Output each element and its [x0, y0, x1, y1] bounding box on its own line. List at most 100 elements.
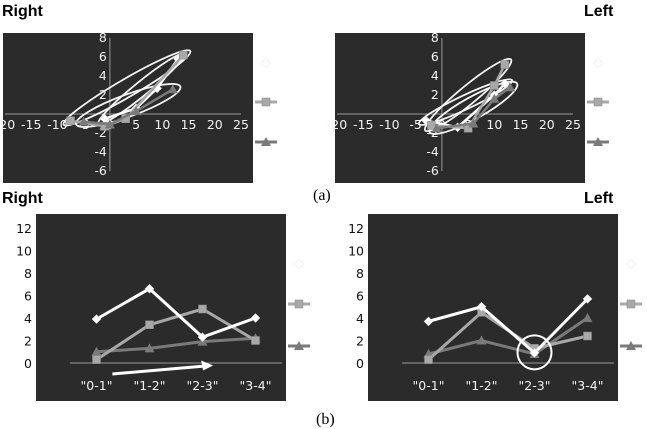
- x-tick-label: "3-4": [572, 378, 604, 393]
- line-panel-right: 0 2 4 6 8 10 12 "0-1" "1-2" "2-3" "3-4" R-Cd R-Da R-D…: [16, 214, 343, 401]
- y-tick-label: 0: [24, 356, 32, 371]
- data-point: [489, 93, 500, 103]
- x-tick-label: 15: [513, 117, 529, 132]
- legend-label-3: R-Dp: [312, 340, 343, 355]
- highlight-circle: [516, 334, 553, 371]
- y-tick-label: 12: [16, 221, 32, 236]
- fit-ellipse-3: [75, 83, 182, 128]
- y-tick-label: 8: [431, 30, 439, 45]
- y-tick-label: 6: [431, 49, 439, 64]
- x-tick-label: 25: [233, 117, 249, 132]
- fit-ellipse-2: [62, 49, 192, 127]
- side-title-bottom-right: Right: [2, 190, 44, 207]
- y-tick-label: -6: [94, 163, 107, 178]
- x-tick-label: 10: [486, 117, 502, 132]
- x-tick-label: -20: [327, 117, 347, 132]
- series-line-3: [428, 316, 589, 356]
- data-point: [431, 123, 442, 133]
- x-tick-label: 5: [132, 117, 140, 132]
- legend-marker-1: [593, 58, 603, 68]
- data-point: [583, 331, 592, 341]
- side-titles: Right Left Right Left: [2, 3, 614, 207]
- side-title-top-right: Right: [2, 3, 44, 20]
- y-tick-label: 0: [356, 356, 364, 371]
- legend-marker-2: [294, 299, 304, 309]
- series-line-3: [83, 88, 174, 126]
- data-point: [423, 316, 434, 327]
- data-point: [104, 119, 115, 129]
- legend-marker-3: [593, 137, 603, 146]
- series-line-1: [425, 82, 506, 129]
- y-tick-label: 4: [99, 68, 107, 83]
- x-tick-label: 10: [154, 117, 170, 132]
- x-tick-label: -20: [0, 117, 15, 132]
- data-point: [582, 294, 593, 304]
- legend-marker-3: [294, 341, 304, 350]
- data-point: [505, 82, 516, 92]
- legend-label-2: R-Da: [279, 96, 310, 111]
- fit-ellipse-1: [417, 78, 514, 126]
- fit-ellipse-2: [423, 57, 513, 133]
- x-tick-label: -15: [21, 117, 41, 132]
- side-title-bottom-left: Left: [584, 190, 614, 207]
- data-point: [250, 313, 261, 323]
- x-tick-label: -15: [353, 117, 373, 132]
- y-tick-label: 2: [356, 334, 364, 349]
- legend-marker-2: [261, 97, 271, 107]
- data-point: [427, 121, 436, 130]
- data-point: [251, 336, 260, 345]
- x-tick-label: -10: [47, 117, 67, 132]
- data-point: [490, 81, 499, 90]
- x-tick-label: 20: [539, 117, 555, 132]
- data-point: [91, 346, 102, 356]
- y-tick-label: -4: [94, 144, 107, 159]
- scatter-panel-right: -20-15-10-505101520258642-2-4-6R-CdR-DaR…: [0, 30, 310, 183]
- y-tick-label: -4: [426, 144, 439, 159]
- legend-label-3: L-Dp: [644, 340, 647, 355]
- x-tick-label: 25: [565, 117, 581, 132]
- y-tick-label: 2: [99, 87, 107, 102]
- legend-label-1: L-Cd: [611, 57, 641, 72]
- legend-marker-2: [626, 299, 636, 309]
- data-point: [529, 348, 540, 358]
- plot-background: [36, 214, 286, 401]
- data-point: [144, 343, 155, 353]
- series-line-1: [95, 286, 257, 339]
- y-tick-label: 4: [356, 311, 364, 326]
- data-point: [144, 283, 155, 294]
- data-point: [500, 60, 510, 69]
- x-tick-label: "2-3": [187, 378, 219, 393]
- y-tick-label: 4: [24, 311, 32, 326]
- scatter-panel-left: -20-15-10-505101520258642-2-4-6L-CdL-DaL…: [327, 30, 641, 183]
- legend-label-1: L-Cd: [644, 258, 647, 273]
- trend-arrow-shaft: [112, 364, 206, 376]
- y-tick-label: 10: [16, 244, 32, 259]
- legend-label-3: L-Dp: [611, 136, 641, 151]
- data-point: [197, 332, 208, 342]
- legend-label-2: R-Da: [312, 298, 343, 313]
- y-tick-label: 8: [99, 30, 107, 45]
- legend-marker-3: [261, 137, 271, 146]
- series-line-3: [96, 336, 256, 354]
- y-tick-label: 2: [431, 87, 439, 102]
- trend-arrow-head: [201, 360, 214, 371]
- caption-a: (a): [313, 187, 331, 204]
- data-point: [145, 320, 154, 329]
- y-tick-label: 6: [24, 289, 32, 304]
- legend-label-3: R-Dp: [279, 136, 310, 151]
- data-point: [468, 118, 479, 128]
- y-tick-label: 2: [24, 334, 32, 349]
- side-title-top-left: Left: [584, 3, 614, 20]
- series-line-3: [436, 86, 511, 130]
- data-point: [424, 355, 433, 364]
- legend-label-1: R-Cd: [279, 57, 309, 72]
- data-point: [179, 50, 188, 60]
- y-tick-label: 6: [99, 49, 107, 64]
- y-tick-label: -6: [426, 163, 439, 178]
- caption-b: (b): [316, 411, 335, 428]
- legend-marker-2: [593, 97, 603, 107]
- legend-marker-1: [261, 58, 271, 68]
- legend-label-2: L-Da: [611, 96, 641, 111]
- data-point: [476, 335, 487, 345]
